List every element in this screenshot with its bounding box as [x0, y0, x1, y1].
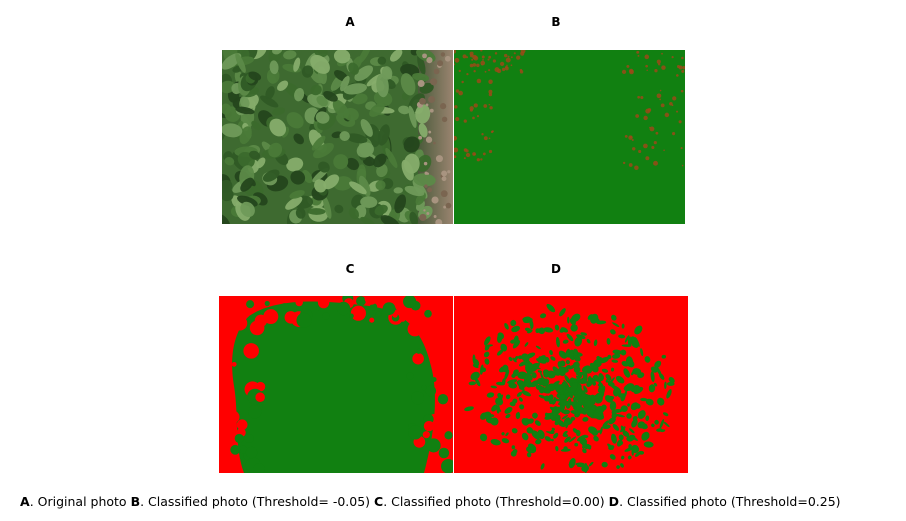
caption-letter-b: B: [130, 494, 141, 509]
caption-letter-d: D: [608, 494, 620, 509]
photo-leaves-image: [222, 50, 453, 224]
caption-text-c: . Classified photo (Threshold=0.00): [383, 494, 609, 509]
caption-letter-a: A: [20, 494, 30, 509]
figure-caption: A. Original photo B. Classified photo (T…: [20, 494, 900, 509]
caption-letter-c: C: [374, 494, 384, 509]
panel-b-classified-neg005: [454, 50, 685, 224]
panel-c-classified-000: [219, 296, 453, 473]
panel-label-b: B: [551, 15, 561, 29]
panel-label-a: A: [345, 15, 355, 29]
caption-text-d: . Classified photo (Threshold=0.25): [619, 494, 841, 509]
panel-label-d: D: [551, 262, 561, 276]
classified-map-b: [454, 50, 685, 224]
panel-label-c: C: [345, 262, 355, 276]
caption-text-a: . Original photo: [29, 494, 131, 509]
classified-map-d: [454, 296, 688, 473]
classified-map-c: [219, 296, 453, 473]
panel-a-original-photo: [222, 50, 453, 224]
panel-d-classified-025: [454, 296, 688, 473]
caption-text-b: . Classified photo (Threshold= -0.05): [140, 494, 375, 509]
